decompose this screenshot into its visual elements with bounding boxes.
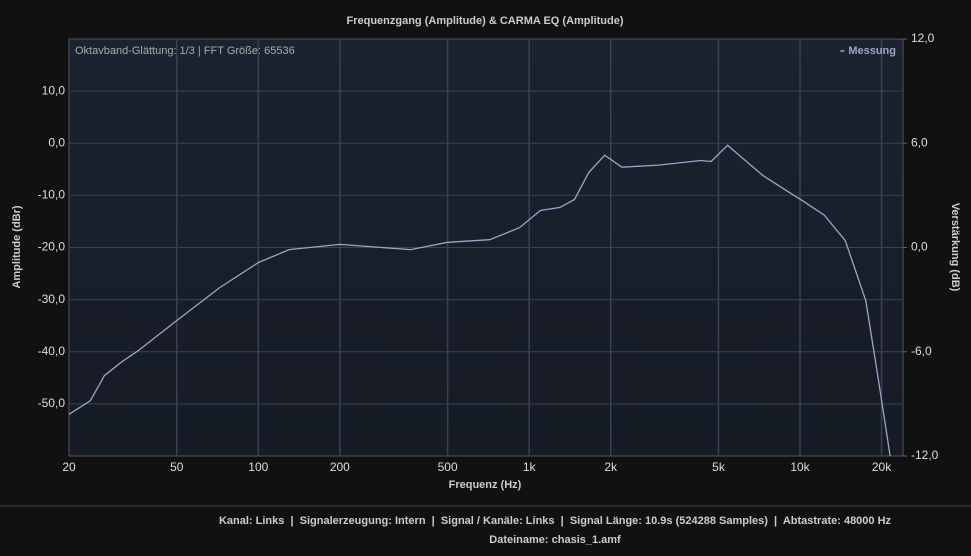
y2-axis-label: Verstärkung (dB) bbox=[949, 203, 961, 292]
y2-tick-label: 12,0 bbox=[911, 31, 935, 45]
x-axis-label: Frequenz (Hz) bbox=[449, 479, 522, 491]
x-tick-label: 200 bbox=[330, 460, 350, 474]
y-axis-label: Amplitude (dBr) bbox=[11, 205, 23, 288]
filename: Dateiname: chasis_1.amf bbox=[489, 534, 621, 546]
x-tick-label: 10k bbox=[790, 460, 810, 474]
y-tick-label: -40,0 bbox=[38, 344, 66, 358]
x-tick-label: 20 bbox=[62, 460, 76, 474]
y-tick-label: -20,0 bbox=[38, 240, 66, 254]
x-tick-label: 1k bbox=[523, 460, 537, 474]
y2-tick-label: -12,0 bbox=[911, 448, 939, 462]
x-tick-label: 5k bbox=[712, 460, 726, 474]
annotation: Oktavband-Glättung: 1/3 | FFT Größe: 655… bbox=[75, 45, 295, 57]
y-tick-label: -10,0 bbox=[38, 188, 66, 202]
y-tick-label: -50,0 bbox=[38, 396, 66, 410]
y2-tick-label: 0,0 bbox=[911, 240, 928, 254]
y2-tick-label: 6,0 bbox=[911, 135, 928, 149]
legend-label: Messung bbox=[848, 45, 896, 57]
chart-title: Frequenzgang (Amplitude) & CARMA EQ (Amp… bbox=[346, 15, 623, 27]
x-tick-label: 500 bbox=[438, 460, 458, 474]
x-tick-label: 50 bbox=[170, 460, 184, 474]
data-line bbox=[68, 144, 891, 457]
y2-tick-label: -6,0 bbox=[911, 344, 932, 358]
y-tick-label: -30,0 bbox=[38, 292, 66, 306]
x-tick-label: 100 bbox=[248, 460, 268, 474]
footer: Kanal: Links | Signalerzeugung: Intern |… bbox=[219, 515, 892, 527]
x-tick-label: 20k bbox=[872, 460, 892, 474]
y-tick-label: 10,0 bbox=[42, 83, 66, 97]
x-tick-label: 2k bbox=[604, 460, 618, 474]
y-tick-label: 0,0 bbox=[48, 135, 65, 149]
